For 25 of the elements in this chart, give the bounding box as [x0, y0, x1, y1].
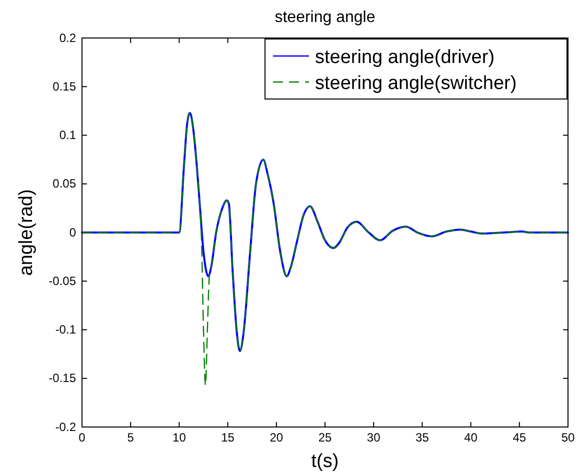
y-tick-label: 0.1	[59, 128, 76, 142]
y-tick-label: -0.05	[48, 274, 76, 288]
x-tick-label: 50	[561, 430, 575, 445]
y-tick-label: -0.15	[48, 371, 76, 386]
x-tick-label: 25	[318, 430, 332, 445]
x-tick-label: 5	[127, 430, 134, 445]
legend-label: steering angle(driver)	[315, 47, 495, 68]
y-tick-label: 0	[69, 225, 76, 240]
x-tick-label: 10	[172, 430, 186, 445]
x-axis-title: t(s)	[311, 451, 339, 472]
y-tick-label: -0.2	[55, 420, 76, 434]
x-tick-label: 30	[366, 430, 381, 445]
chart-title: steering angle	[274, 9, 376, 26]
x-tick-label: 45	[512, 430, 526, 445]
y-tick-label: 0.15	[52, 79, 76, 94]
x-tick-label: 15	[221, 430, 235, 445]
x-tick-label: 35	[416, 430, 430, 445]
x-tick-label: 20	[270, 430, 284, 445]
x-tick-label: 40	[464, 430, 478, 445]
x-tick-label: 0	[78, 430, 86, 445]
legend-label: steering angle(switcher)	[315, 73, 517, 94]
y-axis-title: angle(rad)	[16, 189, 37, 276]
y-tick-label: 0.05	[52, 176, 76, 191]
y-tick-label: 0.2	[59, 30, 76, 45]
y-tick-label: -0.1	[55, 322, 76, 337]
